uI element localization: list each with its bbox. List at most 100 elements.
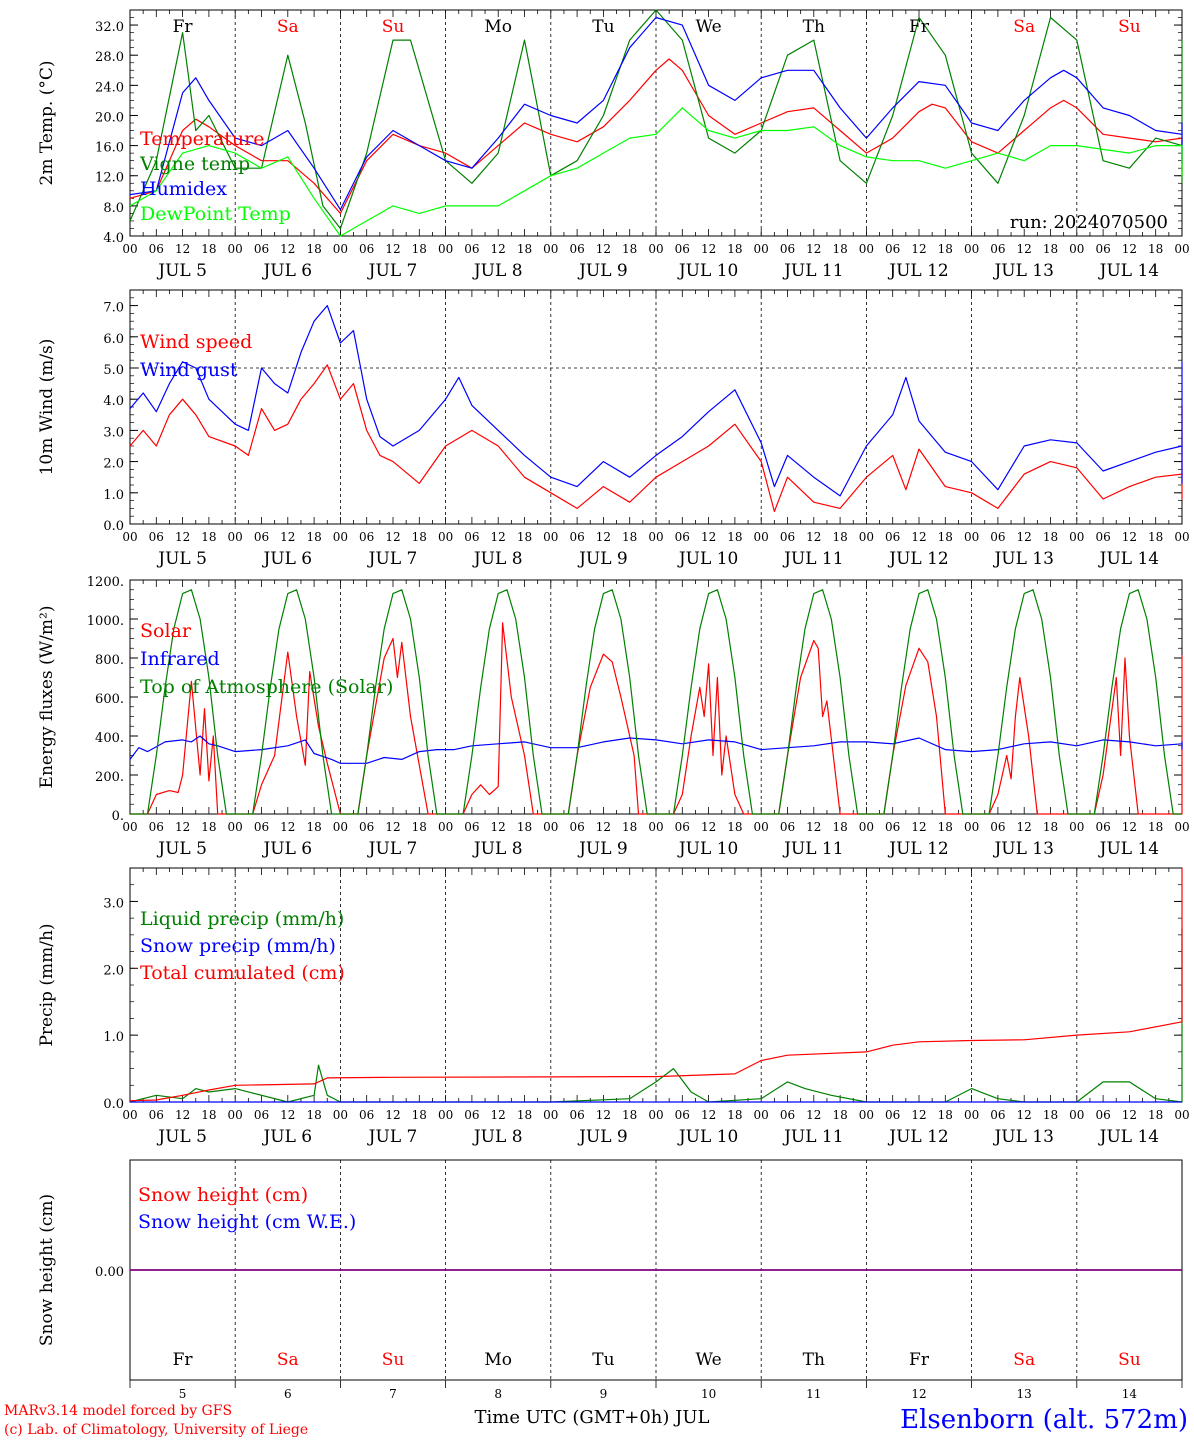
hour-label: 12	[175, 530, 190, 544]
day-label: JUL 11	[782, 1127, 843, 1147]
hour-label: 00	[333, 820, 348, 834]
series-line-dewpoint-temp	[129, 107, 1183, 237]
hour-label: 18	[1148, 530, 1163, 544]
day-label: JUL 10	[677, 839, 738, 859]
hour-label: 18	[1043, 242, 1058, 256]
weekday-label: We	[696, 17, 722, 37]
panel-1: 4.0 8.0 12.0 16.0 20.0 24.0 28.0 32.0 2m Temp. (…	[37, 9, 1190, 281]
legend-entry: Temperature	[140, 128, 264, 150]
hour-label: 06	[990, 1108, 1005, 1122]
weekday-label: We	[696, 1350, 722, 1370]
hour-label: 06	[885, 820, 900, 834]
day-label: JUL 13	[992, 839, 1053, 859]
hour-label: 18	[1043, 530, 1058, 544]
hour-label: 00	[438, 530, 453, 544]
hour-label: 06	[149, 820, 164, 834]
hour-label: 18	[727, 242, 742, 256]
day-label: JUL 10	[677, 261, 738, 281]
hour-label: 18	[306, 242, 321, 256]
hour-label: 12	[280, 1108, 295, 1122]
hour-label: 12	[1017, 530, 1032, 544]
series-line-total-cumulated-cm-	[129, 868, 1183, 1102]
y-tick-label: 8.0	[103, 201, 124, 216]
y-tick-label: 0.0	[103, 1097, 124, 1112]
hour-label: 00	[1069, 820, 1084, 834]
day-label: JUL 13	[992, 549, 1053, 569]
day-label: JUL 11	[782, 261, 843, 281]
y-tick-label: 4.0	[103, 394, 124, 409]
weekday-label: Tu	[592, 1350, 614, 1370]
day-label: JUL 11	[782, 839, 843, 859]
hour-label: 18	[517, 820, 532, 834]
hour-label: 00	[754, 530, 769, 544]
weekday-label: Fr	[909, 17, 930, 37]
y-tick-label: 24.0	[95, 80, 124, 95]
hour-label: 00	[228, 1108, 243, 1122]
weekday-label: Fr	[909, 1350, 930, 1370]
day-label: JUL 5	[156, 1127, 207, 1147]
hour-label: 18	[727, 1108, 742, 1122]
y-tick-label: 7.0	[103, 301, 124, 316]
hour-label: 18	[832, 242, 847, 256]
day-label: JUL 13	[992, 261, 1053, 281]
hour-label: 12	[911, 1108, 926, 1122]
hour-label: 00	[859, 820, 874, 834]
hour-label: 18	[201, 820, 216, 834]
hour-label: 12	[911, 242, 926, 256]
day-number: 10	[701, 1387, 716, 1401]
meteogram-panels: 4.0 8.0 12.0 16.0 20.0 24.0 28.0 32.0 2m Temp. (…	[37, 9, 1190, 1401]
hour-label: 06	[569, 820, 584, 834]
hour-label: 00	[438, 820, 453, 834]
day-label: JUL 8	[472, 839, 523, 859]
hour-label: 18	[832, 820, 847, 834]
day-number: 12	[911, 1387, 926, 1401]
hour-label: 00	[1069, 530, 1084, 544]
legend-entry: Total cumulated (cm)	[140, 962, 345, 984]
hour-label: 18	[727, 530, 742, 544]
hour-label: 18	[1148, 820, 1163, 834]
day-label: JUL 12	[887, 839, 948, 859]
hour-label: 06	[885, 1108, 900, 1122]
hour-label: 00	[859, 1108, 874, 1122]
hour-label: 06	[464, 820, 479, 834]
hour-label: 12	[280, 530, 295, 544]
hour-label: 18	[622, 242, 637, 256]
legend-entry: Humidex	[140, 178, 227, 200]
hour-label: 00	[964, 530, 979, 544]
hour-label: 00	[648, 530, 663, 544]
y-tick-label: 2.0	[103, 963, 124, 978]
hour-label: 12	[1017, 242, 1032, 256]
hour-label: 18	[201, 1108, 216, 1122]
hour-label: 12	[596, 820, 611, 834]
lab-credit-text: (c) Lab. of Climatology, University of L…	[4, 1422, 308, 1438]
hour-label: 06	[1095, 820, 1110, 834]
day-number: 7	[389, 1387, 397, 1401]
series-line-top-of-atmosphere-solar-	[130, 589, 1182, 815]
day-label: JUL 13	[992, 1127, 1053, 1147]
day-number: 5	[179, 1387, 187, 1401]
y-axis-label: 2m Temp. (°C)	[37, 60, 57, 185]
hour-label: 12	[701, 1108, 716, 1122]
day-number: 9	[600, 1387, 608, 1401]
hour-label: 06	[254, 820, 269, 834]
y-tick-label: 28.0	[95, 50, 124, 65]
hour-label: 12	[175, 242, 190, 256]
day-label: JUL 14	[1098, 549, 1159, 569]
weekday-label: Sa	[277, 1350, 299, 1370]
day-number: 13	[1017, 1387, 1032, 1401]
weekday-label: Su	[382, 1350, 405, 1370]
hour-label: 18	[1148, 242, 1163, 256]
weekday-label: Mo	[484, 1350, 512, 1370]
hour-label: 06	[569, 242, 584, 256]
hour-label: 12	[1122, 1108, 1137, 1122]
legend-entry: Snow height (cm W.E.)	[138, 1211, 356, 1233]
day-label: JUL 7	[367, 549, 418, 569]
model-credit-text: MARv3.14 model forced by GFS	[4, 1403, 232, 1419]
hour-label: 06	[885, 530, 900, 544]
hour-label: 00	[1174, 820, 1189, 834]
hour-label: 06	[675, 820, 690, 834]
hour-label: 06	[675, 242, 690, 256]
legend-entry: DewPoint Temp	[140, 203, 291, 225]
day-label: JUL 14	[1098, 261, 1159, 281]
weekday-label: Fr	[173, 1350, 194, 1370]
